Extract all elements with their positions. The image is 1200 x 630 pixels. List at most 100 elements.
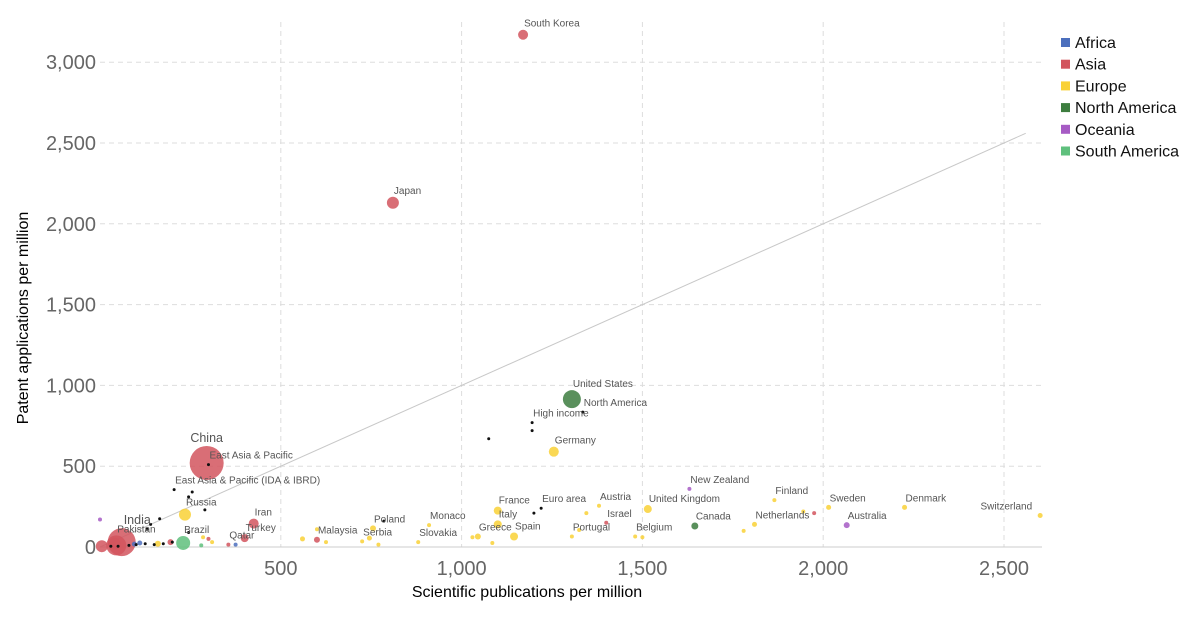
point-label: France [499,496,531,507]
legend-swatch [1061,147,1070,156]
data-point [376,543,380,547]
legend-label: Asia [1075,57,1106,74]
point-label: Japan [394,186,421,197]
data-point [644,505,652,513]
data-point [98,518,102,522]
data-point [563,390,581,408]
data-point [179,509,191,521]
data-point [549,447,559,457]
data-point [427,523,431,527]
data-point [96,540,108,552]
data-point [844,522,850,528]
data-point [210,540,214,544]
y-tick-label: 3,000 [46,52,96,74]
data-point [772,498,776,502]
point-label: Spain [515,521,541,532]
point-label: Serbia [363,527,392,538]
grid [100,22,1042,547]
point-label: Brazil [184,525,209,536]
x-tick-label: 1,500 [617,558,667,580]
data-point [234,543,238,547]
point-label: East Asia & Pacific (IDA & IBRD) [175,476,320,487]
data-point [490,541,494,545]
point-label: Switzerland [980,501,1032,512]
point-label: South Korea [524,19,580,30]
point-labels: South Korea Japan China United States German… [117,19,1032,542]
point-label: Slovakia [419,528,457,539]
data-point [518,30,528,40]
point-label: Finland [775,486,808,497]
data-point [203,508,206,511]
data-point [324,540,328,544]
data-point [162,542,165,545]
point-label: East Asia & Pacific [209,451,292,462]
point-label: Iran [255,508,272,519]
data-point [1038,513,1043,518]
point-label: Netherlands [755,510,809,521]
point-label: Russia [186,498,217,509]
data-point [191,491,194,494]
data-point [470,535,474,539]
y-axis-ticks: 05001,0001,5002,0002,5003,000 [46,52,96,559]
data-point [633,534,637,538]
point-label: Poland [374,514,405,525]
data-point [226,543,230,547]
y-tick-label: 2,000 [46,214,96,236]
data-point [207,463,210,466]
x-axis-ticks: 5001,0001,5002,0002,500 [264,558,1029,580]
data-point [687,487,691,491]
data-point [475,533,481,539]
x-tick-label: 500 [264,558,297,580]
y-tick-label: 500 [63,456,96,478]
point-label: United Kingdom [649,494,720,505]
data-point [137,540,142,545]
data-point [584,511,588,515]
y-axis-title: Patent applications per million [15,212,32,425]
data-point [510,532,518,540]
data-point [416,540,420,544]
data-point [153,543,156,546]
data-point [540,507,543,510]
legend-swatch [1061,38,1070,47]
data-point [135,543,138,546]
x-tick-label: 1,000 [437,558,487,580]
point-label: Greece [479,522,512,533]
point-label: Denmark [906,493,948,504]
data-point [206,537,210,541]
data-point [752,522,757,527]
data-point [691,522,698,529]
point-label: Qatar [229,531,255,542]
data-point [902,505,907,510]
point-label: Canada [696,511,731,522]
point-label: Pakistan [117,524,155,535]
point-label: United States [573,379,633,390]
point-label: Australia [848,511,887,522]
point-label: Austria [600,492,632,503]
data-point [314,537,320,543]
data-point [531,421,534,424]
point-label: China [190,431,223,445]
data-point [300,536,305,541]
data-point [144,542,147,545]
point-label: Italy [499,509,517,520]
data-point [117,545,120,548]
data-point [109,545,112,548]
legend-label: North America [1075,100,1176,117]
point-label: Malaysia [318,526,358,537]
data-point [640,535,644,539]
point-label: Germany [555,436,596,447]
point-label: Israel [607,509,631,520]
data-point [597,504,601,508]
point-label: North America [584,398,648,409]
data-point [171,541,174,544]
point-label: New Zealand [690,475,749,486]
legend-label: Africa [1075,35,1116,52]
data-point [487,437,490,440]
data-point [173,488,176,491]
data-point [360,539,364,543]
point-label: Sweden [830,493,866,504]
point-label: Portugal [573,522,610,533]
legend-label: South America [1075,144,1179,161]
data-point [742,529,746,533]
